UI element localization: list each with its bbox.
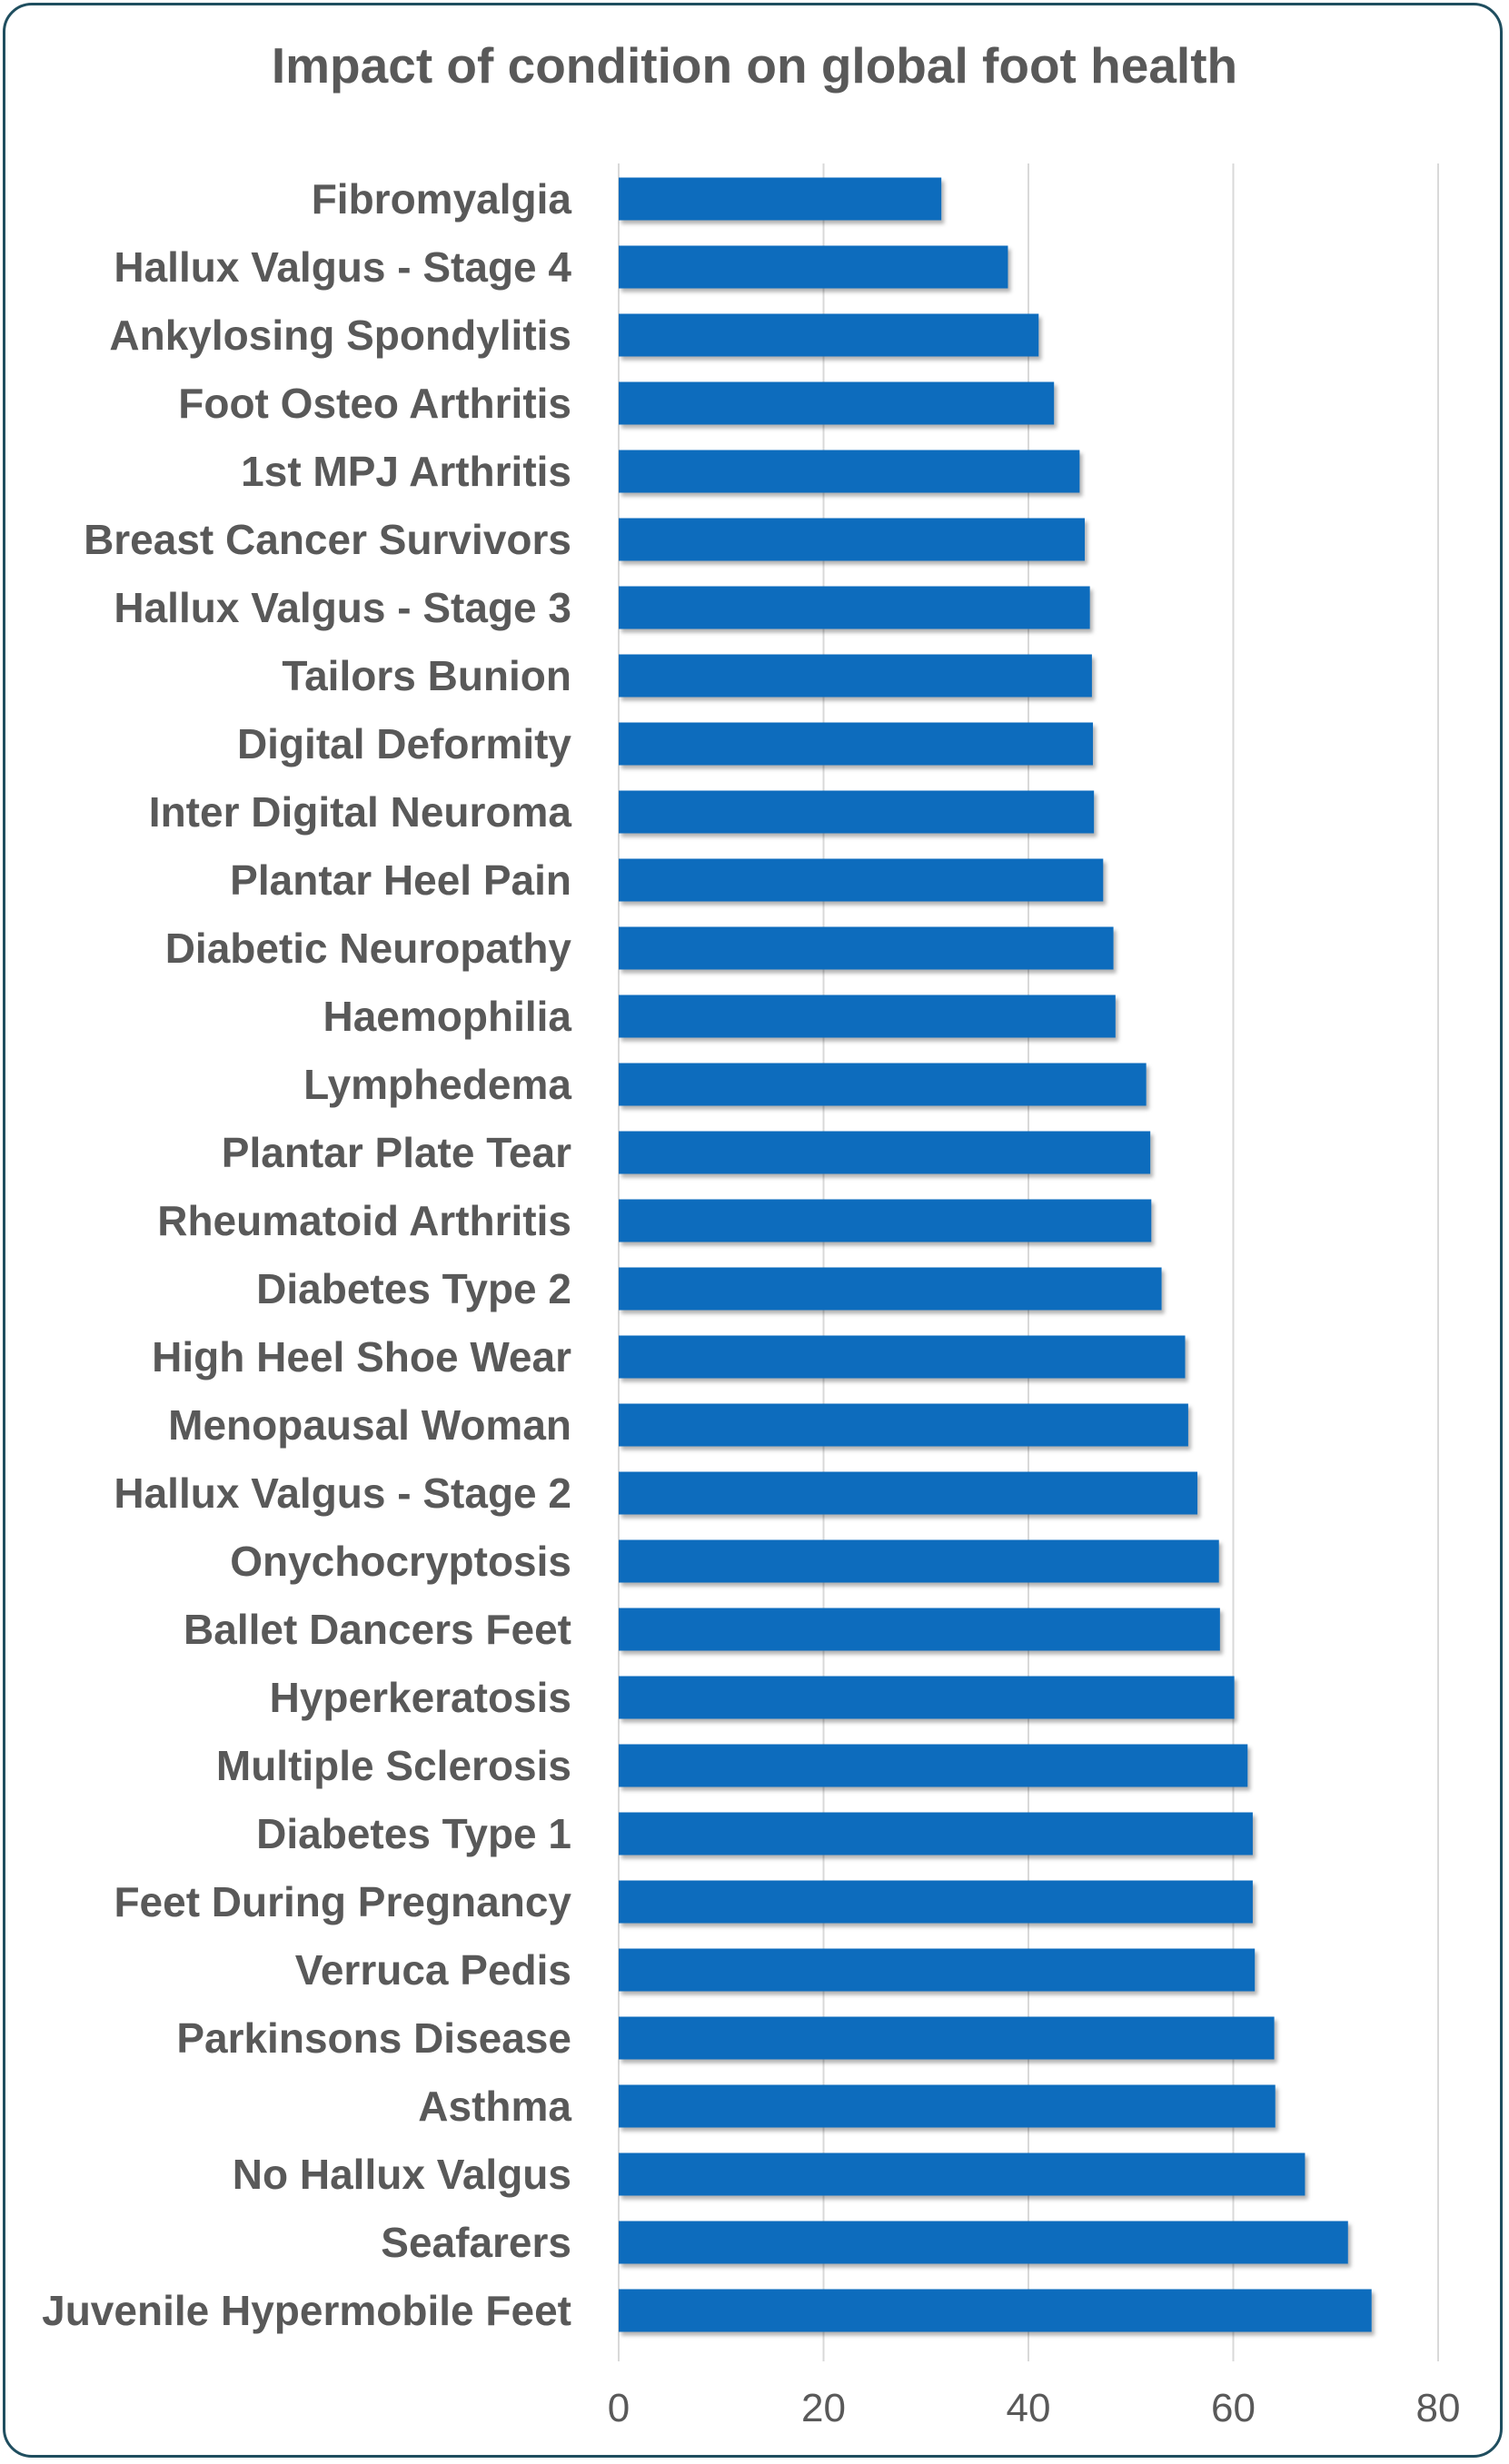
category-label: Ballet Dancers Feet	[184, 1606, 571, 1653]
bar-tailors-bunion	[619, 654, 1092, 698]
bar-hyperkeratosis	[619, 1676, 1235, 1719]
category-label: Lymphedema	[303, 1061, 571, 1108]
category-label: Fibromyalgia	[312, 175, 572, 223]
chart-title: Impact of condition on global foot healt…	[271, 37, 1238, 94]
category-label: Tailors Bunion	[282, 652, 571, 699]
category-label: Hyperkeratosis	[270, 1674, 571, 1721]
bar-feet-during-pregnancy	[619, 1880, 1253, 1924]
bar-verruca-pedis	[619, 1948, 1256, 1992]
category-label: Plantar Heel Pain	[230, 856, 571, 904]
bar-multiple-sclerosis	[619, 1744, 1248, 1787]
category-label: Diabetic Neuropathy	[165, 925, 572, 972]
bar-parkinsons-disease	[619, 2016, 1275, 2060]
category-label: Feet During Pregnancy	[114, 1878, 571, 1925]
category-label: Foot Osteo Arthritis	[178, 380, 571, 427]
category-label: Juvenile Hypermobile Feet	[42, 2287, 571, 2334]
bar-breast-cancer-survivors	[619, 518, 1086, 561]
bar-asthma	[619, 2084, 1276, 2128]
x-axis-ticks: 0 20 40 60 80	[608, 2386, 1461, 2430]
bar-plantar-plate-tear	[619, 1131, 1151, 1174]
x-tick-label: 60	[1211, 2386, 1256, 2430]
bar-onychocryptosis	[619, 1539, 1219, 1583]
bar-lymphedema	[619, 1063, 1147, 1106]
category-label: Inter Digital Neuroma	[149, 788, 572, 836]
category-label: Hallux Valgus - Stage 4	[114, 243, 571, 291]
bar-no-hallux-valgus	[619, 2152, 1305, 2196]
bar-1st-mpj-arthritis	[619, 450, 1080, 493]
x-tick-label: 40	[1007, 2386, 1051, 2430]
category-label: Verruca Pedis	[295, 1946, 571, 1994]
x-tick-label: 20	[801, 2386, 846, 2430]
category-labels: Fibromyalgia Hallux Valgus - Stage 4 Ankyl…	[42, 175, 571, 2334]
x-tick-label: 80	[1416, 2386, 1461, 2430]
category-label: Diabetes Type 2	[256, 1265, 571, 1312]
category-label: No Hallux Valgus	[233, 2151, 571, 2198]
category-label: Diabetes Type 1	[256, 1810, 571, 1857]
bar-plantar-heel-pain	[619, 858, 1104, 902]
category-label: Breast Cancer Survivors	[84, 516, 571, 563]
category-label: Multiple Sclerosis	[216, 1742, 571, 1789]
bar-ballet-dancers-feet	[619, 1608, 1220, 1651]
category-label: High Heel Shoe Wear	[152, 1333, 571, 1380]
category-label: Parkinsons Disease	[176, 2014, 571, 2062]
bar-juvenile-hypermobile-feet	[619, 2289, 1372, 2332]
category-label: Haemophilia	[323, 993, 571, 1040]
category-label: Rheumatoid Arthritis	[157, 1197, 571, 1244]
bar-menopausal-woman	[619, 1403, 1188, 1447]
bar-inter-digital-neuroma	[619, 790, 1095, 834]
category-label: Digital Deformity	[237, 720, 571, 767]
bar-diabetes-type-1	[619, 1812, 1253, 1855]
bar-rheumatoid-arthritis	[619, 1199, 1152, 1242]
bar-ankylosing-spondylitis	[619, 313, 1039, 357]
bar-diabetic-neuropathy	[619, 926, 1114, 970]
category-label: Hallux Valgus - Stage 3	[114, 584, 571, 631]
bar-hallux-valgus-stage-2	[619, 1471, 1198, 1515]
category-label: Menopausal Woman	[168, 1401, 571, 1449]
category-label: Asthma	[418, 2083, 571, 2130]
bar-diabetes-type-2	[619, 1267, 1162, 1311]
bar-digital-deformity	[619, 722, 1094, 766]
bar-fibromyalgia	[619, 177, 942, 221]
category-label: Hallux Valgus - Stage 2	[114, 1469, 571, 1517]
category-label: 1st MPJ Arthritis	[241, 448, 571, 495]
bars	[619, 177, 1372, 2332]
x-tick-label: 0	[608, 2386, 630, 2430]
category-label: Plantar Plate Tear	[222, 1129, 571, 1176]
bar-hallux-valgus-stage-4	[619, 245, 1008, 289]
bar-haemophilia	[619, 995, 1116, 1038]
category-label: Seafarers	[381, 2219, 571, 2266]
category-label: Onychocryptosis	[230, 1538, 571, 1585]
bar-high-heel-shoe-wear	[619, 1335, 1186, 1379]
bar-seafarers	[619, 2221, 1348, 2264]
bar-hallux-valgus-stage-3	[619, 586, 1090, 629]
bar-foot-osteo-arthritis	[619, 381, 1055, 425]
category-label: Ankylosing Spondylitis	[109, 312, 571, 359]
